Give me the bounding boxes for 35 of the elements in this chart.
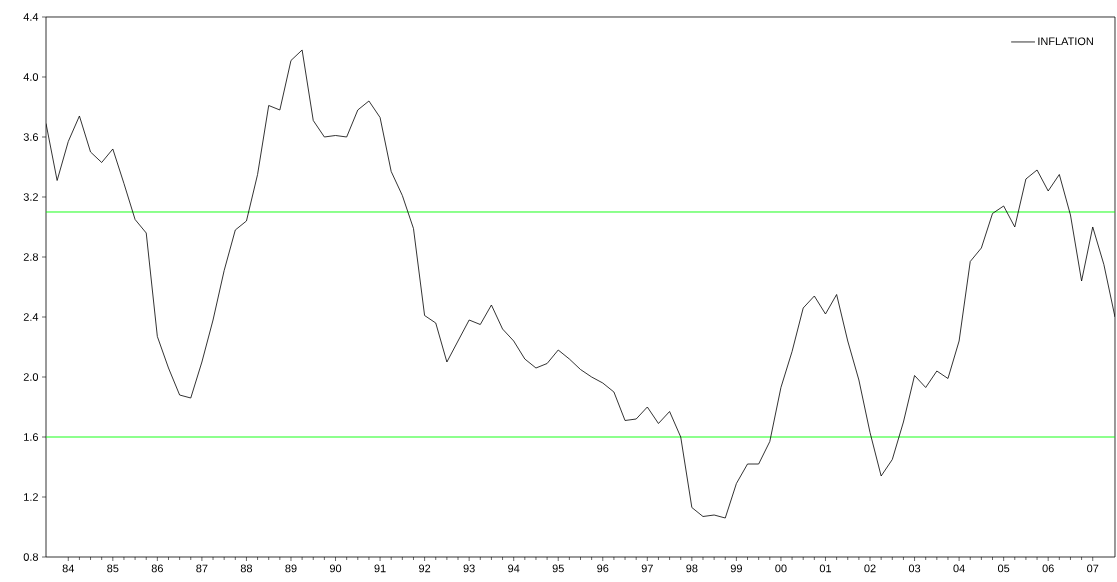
y-tick-label: 4.4 [23, 13, 39, 21]
x-tick-label: 89 [285, 564, 297, 573]
x-tick-label: 04 [953, 564, 965, 573]
x-tick-label: 92 [419, 564, 431, 573]
x-tick-label: 05 [997, 564, 1010, 573]
x-tick-label: 91 [374, 564, 386, 573]
x-tick-label: 87 [196, 564, 208, 573]
x-tick-label: 03 [908, 564, 921, 573]
y-tick-label: 3.2 [23, 193, 38, 201]
x-tick-label: 99 [730, 564, 742, 573]
x-tick-label: 00 [775, 564, 787, 573]
y-tick-label: 4.0 [23, 73, 39, 81]
x-tick-label: 98 [686, 564, 698, 573]
x-tick-label: 07 [1087, 564, 1099, 573]
x-tick-label: 95 [552, 564, 564, 573]
y-tick-label: 2.4 [23, 313, 39, 321]
y-tick-label: 3.6 [23, 133, 39, 141]
y-tick-label: 2.8 [23, 253, 39, 261]
x-tick-label: 06 [1042, 564, 1054, 573]
x-tick-label: 02 [864, 564, 876, 573]
y-tick-label: 0.8 [23, 553, 39, 561]
x-tick-label: 86 [151, 564, 163, 573]
y-tick-label: 1.2 [24, 493, 38, 501]
x-tick-label: 88 [240, 564, 253, 573]
x-tick-label: 97 [641, 564, 653, 573]
x-tick-label: 84 [62, 564, 75, 573]
y-tick-label: 1.6 [24, 433, 39, 441]
x-tick-label: 96 [597, 564, 609, 573]
x-tick-label: 94 [508, 564, 520, 573]
x-tick-label: 93 [463, 564, 475, 573]
legend-label: INFLATION [1038, 37, 1093, 46]
x-tick-label: 85 [107, 564, 119, 573]
x-tick-label: 90 [329, 564, 342, 573]
y-tick-label: 2.0 [23, 373, 39, 381]
x-tick-label: 01 [819, 564, 832, 573]
